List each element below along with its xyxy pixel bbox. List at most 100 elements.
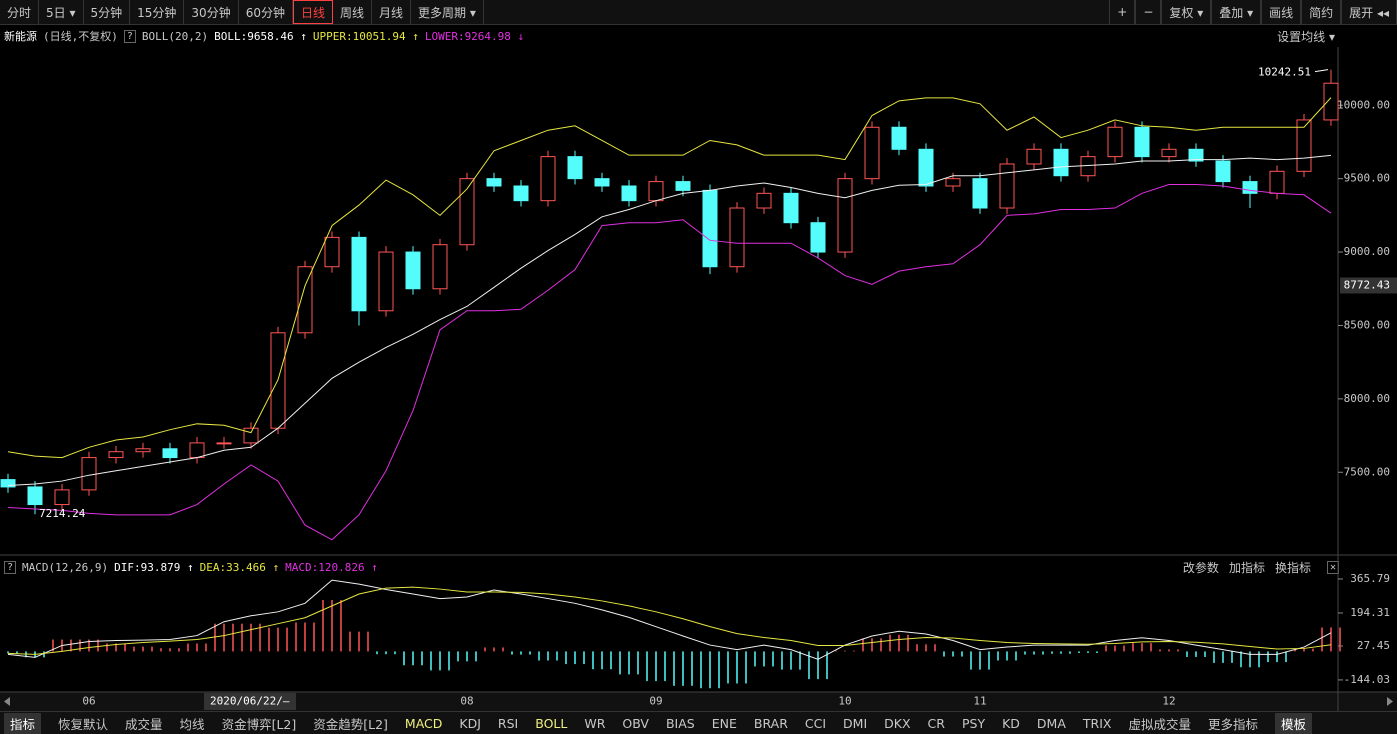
y-tick-label: 27.45 xyxy=(1357,639,1390,652)
candle-body xyxy=(702,189,718,268)
period-button[interactable]: 60分钟 xyxy=(239,0,293,24)
help[interactable]: ? xyxy=(123,29,136,43)
tab[interactable]: BOLL xyxy=(535,715,568,731)
last-price-box xyxy=(1340,277,1397,294)
mode: (日线,不复权) xyxy=(43,30,118,43)
band-line xyxy=(7,154,1332,486)
tab[interactable]: RSI xyxy=(497,715,519,731)
tool-button[interactable]: 叠加 ▾ xyxy=(1211,0,1262,24)
tab[interactable]: 恢复默认 xyxy=(58,716,109,732)
candle-body xyxy=(1242,181,1258,194)
candle-body xyxy=(1323,82,1339,121)
y-tick-label: 194.31 xyxy=(1350,606,1390,619)
period-button[interactable]: 日线 xyxy=(292,0,333,24)
band-line xyxy=(7,184,1332,541)
candle-body xyxy=(135,448,151,453)
macd-bar: ? MACD(12,26,9) DIF:93.879 ↑ DEA:33.466 … xyxy=(0,558,1397,576)
period-button[interactable]: 更多周期 ▾ xyxy=(411,0,484,24)
indicator-tabs: 指标 恢复默认 成交量 均线 资金博弈[L2] 资金趋势[L2] MACD KDJ RSI BOL… xyxy=(0,711,1397,734)
tab[interactable]: 成交量 xyxy=(125,716,163,732)
tool-buttons: + − 复权 ▾ 叠加 ▾ 画线 简约 展开 ◂◂ xyxy=(1109,0,1397,24)
candle-body xyxy=(810,222,826,253)
help[interactable]: ? xyxy=(4,560,17,574)
tab[interactable]: BRAR xyxy=(753,715,788,731)
candle-body xyxy=(1215,160,1231,183)
period-button[interactable]: 30分钟 xyxy=(184,0,239,24)
action[interactable]: 改参数 xyxy=(1182,560,1219,575)
tool-button[interactable]: + xyxy=(1109,0,1136,24)
tab[interactable]: MACD xyxy=(404,715,443,731)
settings[interactable]: 设置均线 ▾ xyxy=(1277,29,1335,44)
tool-button[interactable]: 展开 ◂◂ xyxy=(1341,0,1397,24)
period-button[interactable]: 5分钟 xyxy=(84,0,131,24)
candle-body xyxy=(1134,126,1150,158)
tab[interactable]: DKX xyxy=(884,715,911,731)
tab[interactable]: BIAS xyxy=(665,715,695,731)
period-button[interactable]: 分时 xyxy=(0,0,40,24)
period-button[interactable]: 周线 xyxy=(333,0,373,24)
period-button[interactable]: 5日 ▾ xyxy=(39,0,84,24)
tab[interactable]: CR xyxy=(927,715,945,731)
candle-body xyxy=(1161,148,1177,158)
tab[interactable]: 虚拟成交量 xyxy=(1128,716,1191,732)
tab[interactable]: DMA xyxy=(1036,715,1066,731)
candle-body xyxy=(459,178,475,246)
tab[interactable]: CCI xyxy=(804,715,827,731)
x-tick-label: 11 xyxy=(973,695,986,708)
tab[interactable]: 均线 xyxy=(179,716,205,732)
period-button[interactable]: 月线 xyxy=(372,0,412,24)
candle-body xyxy=(729,207,745,268)
candle-body xyxy=(918,148,934,187)
tab[interactable]: OBV xyxy=(622,715,649,731)
candle-body xyxy=(243,427,259,444)
tab[interactable]: TRIX xyxy=(1082,715,1112,731)
tab[interactable]: WR xyxy=(584,715,606,731)
action[interactable]: 换指标 xyxy=(1274,560,1311,575)
high-pointer xyxy=(1314,69,1329,73)
tab[interactable]: KDJ xyxy=(459,715,481,731)
candle-body xyxy=(297,266,313,334)
tab[interactable]: KD xyxy=(1002,715,1020,731)
candle-body xyxy=(351,236,367,312)
candle-body xyxy=(594,178,610,187)
tab[interactable]: 模板 xyxy=(1274,712,1312,734)
candle-body xyxy=(1053,148,1069,177)
tab[interactable]: 资金趋势[L2] xyxy=(313,716,388,732)
tab[interactable]: 资金博弈[L2] xyxy=(221,716,297,732)
candle-body xyxy=(972,178,988,209)
tool-button[interactable]: − xyxy=(1135,0,1162,24)
x-tick-label: 08 xyxy=(460,695,473,708)
scroll-left[interactable] xyxy=(4,697,10,706)
candle-body xyxy=(162,448,178,459)
y-tick-label: 8000.00 xyxy=(1344,392,1390,405)
tab[interactable]: 指标 xyxy=(4,712,42,734)
scroll-right[interactable] xyxy=(1387,697,1393,706)
dif-value: DIF:93.879 ↑ xyxy=(114,560,194,574)
tool-button[interactable]: 画线 xyxy=(1261,0,1302,24)
cursor-label: 2020/06/22/— xyxy=(210,695,290,708)
candle-body xyxy=(324,236,340,268)
actions: 改参数 加指标 换指标 xyxy=(1183,559,1321,576)
tab[interactable]: DMI xyxy=(843,715,868,731)
tab[interactable]: 更多指标 xyxy=(1207,716,1258,732)
candle-body xyxy=(432,244,448,290)
tool-button[interactable]: 简约 xyxy=(1301,0,1342,24)
candle-body xyxy=(945,178,961,187)
candle-body xyxy=(1269,170,1285,194)
action[interactable]: 加指标 xyxy=(1228,560,1265,575)
indicator: MACD(12,26,9) xyxy=(22,560,109,574)
tab[interactable]: ENE xyxy=(711,715,737,731)
candle-body xyxy=(27,486,43,506)
candle-body xyxy=(540,156,556,202)
candle-body xyxy=(189,442,205,459)
high-label: 10242.51 xyxy=(1258,66,1311,79)
tab[interactable]: PSY xyxy=(961,715,986,731)
macd-value: MACD:120.826 ↑ xyxy=(285,560,378,574)
tool-button[interactable]: 复权 ▾ xyxy=(1161,0,1212,24)
candle-body xyxy=(378,251,394,312)
y-tick-label: -144.03 xyxy=(1344,673,1390,686)
period-button[interactable]: 15分钟 xyxy=(130,0,185,24)
candle-body xyxy=(81,457,97,491)
stock-name: 新能源 xyxy=(4,30,37,43)
candle-body xyxy=(756,192,772,209)
